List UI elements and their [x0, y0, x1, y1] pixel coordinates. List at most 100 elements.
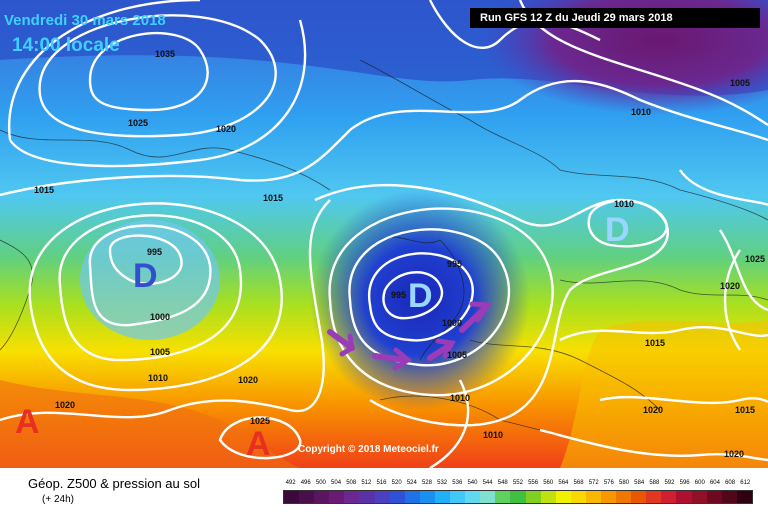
scale-label: 520	[391, 480, 402, 486]
legend-subtitle: (+ 24h)	[42, 494, 74, 505]
scale-label: 528	[421, 480, 432, 486]
scale-swatch	[450, 491, 466, 503]
scale-swatch	[721, 491, 737, 503]
scale-label: 512	[361, 480, 372, 486]
scale-label: 556	[528, 480, 539, 486]
scale-swatch	[480, 491, 496, 503]
isobar-label: 1020	[216, 124, 236, 134]
legend-title: Géop. Z500 & pression au sol	[28, 476, 200, 491]
flow-arrows	[327, 301, 493, 371]
isobar-label: 995	[447, 259, 462, 269]
scale-swatch	[419, 491, 435, 503]
scale-label: 592	[664, 480, 675, 486]
scale-swatch	[434, 491, 451, 503]
scale-label: 576	[603, 480, 614, 486]
scale-label: 516	[376, 480, 387, 486]
scale-label: 540	[467, 480, 478, 486]
scale-label: 604	[709, 480, 720, 486]
copyright-label: Copyright © 2018 Meteociel.fr	[298, 444, 439, 455]
scale-label: 608	[725, 480, 736, 486]
isobar-label: 1010	[450, 393, 470, 403]
scale-label: 584	[634, 480, 645, 486]
pressure-centers: D D D A A	[15, 211, 630, 463]
low-center-atlantic: D	[133, 257, 158, 295]
isobar-label: 1015	[735, 405, 755, 415]
run-banner: Run GFS 12 Z du Jeudi 29 mars 2018	[470, 8, 760, 28]
isobar-label: 1015	[34, 185, 54, 195]
scale-swatch	[646, 491, 662, 503]
scale-label: 496	[300, 480, 311, 486]
isobar-label: 1020	[238, 375, 258, 385]
scale-swatch	[661, 491, 677, 503]
scale-swatch	[314, 491, 330, 503]
isobar-label: 1000	[150, 312, 170, 322]
scale-label: 524	[406, 480, 417, 486]
scale-swatch	[374, 491, 390, 503]
scale-swatch	[389, 491, 405, 503]
scale-swatch	[616, 491, 632, 503]
isobar-label: 1020	[724, 449, 744, 459]
forecast-date: Vendredi 30 mars 2018	[4, 12, 166, 29]
isobar-label: 1020	[55, 400, 75, 410]
high-center-azores: A	[246, 425, 271, 463]
isobar-label: 1010	[483, 430, 503, 440]
scale-swatch	[736, 491, 752, 503]
scale-label: 500	[315, 480, 326, 486]
scale-label: 588	[649, 480, 660, 486]
scale-label: 532	[437, 480, 448, 486]
scale-label: 544	[482, 480, 493, 486]
scale-swatch	[555, 491, 571, 503]
scale-swatch	[585, 491, 601, 503]
scale-swatch	[465, 491, 481, 503]
scale-swatch	[404, 491, 420, 503]
scale-label: 536	[452, 480, 463, 486]
scale-label: 568	[573, 480, 584, 486]
high-center-west: A	[15, 403, 40, 441]
scale-swatch	[570, 491, 586, 503]
isobar-label: 1025	[745, 254, 765, 264]
scale-swatch	[691, 491, 707, 503]
scale-label: 560	[543, 480, 554, 486]
scale-swatch	[600, 491, 617, 503]
scale-label: 580	[619, 480, 630, 486]
isobar-label: 1020	[643, 405, 663, 415]
color-scale-labels: 492 496 500 504 508 512 516 520 524 528 532 536 540 5…	[283, 478, 753, 488]
isobar-label: 1035	[155, 49, 175, 59]
color-scale-bar	[283, 490, 753, 504]
scale-label: 548	[497, 480, 508, 486]
scale-swatch	[495, 491, 511, 503]
scale-label: 564	[558, 480, 569, 486]
isobar-label: 995	[391, 290, 406, 300]
isobar-label: 1025	[128, 118, 148, 128]
scale-label: 492	[285, 480, 296, 486]
scale-swatch	[284, 491, 300, 503]
scale-swatch	[359, 491, 375, 503]
isobar-label: 1010	[614, 199, 634, 209]
isobar-label: 1000	[442, 318, 462, 328]
scale-label: 612	[740, 480, 751, 486]
isobar-label: 995	[147, 247, 162, 257]
scale-swatch	[510, 491, 526, 503]
isobar-label: 1025	[250, 416, 270, 426]
isobar-label: 1010	[631, 107, 651, 117]
isobar-label: 1005	[447, 350, 467, 360]
scale-swatch	[299, 491, 315, 503]
scale-label: 596	[679, 480, 690, 486]
scale-label: 508	[346, 480, 357, 486]
forecast-time: 14:00 locale	[12, 35, 120, 56]
scale-label: 600	[694, 480, 705, 486]
scale-swatch	[525, 491, 541, 503]
weather-map: 1035 1025 1020 1015 1015 995 1000 1005 1…	[0, 0, 768, 468]
low-center-scandinavia: D	[605, 211, 630, 249]
isobar-label: 1005	[730, 78, 750, 88]
scale-label: 504	[331, 480, 342, 486]
isobar-labels: 1035 1025 1020 1015 1015 995 1000 1005 1…	[34, 49, 765, 459]
scale-swatch	[706, 491, 722, 503]
scale-swatch	[631, 491, 647, 503]
low-center-britain: D	[408, 277, 433, 315]
scale-swatch	[540, 491, 556, 503]
isobar-label: 1015	[645, 338, 665, 348]
scale-swatch	[329, 491, 345, 503]
isobar-label: 1010	[148, 373, 168, 383]
